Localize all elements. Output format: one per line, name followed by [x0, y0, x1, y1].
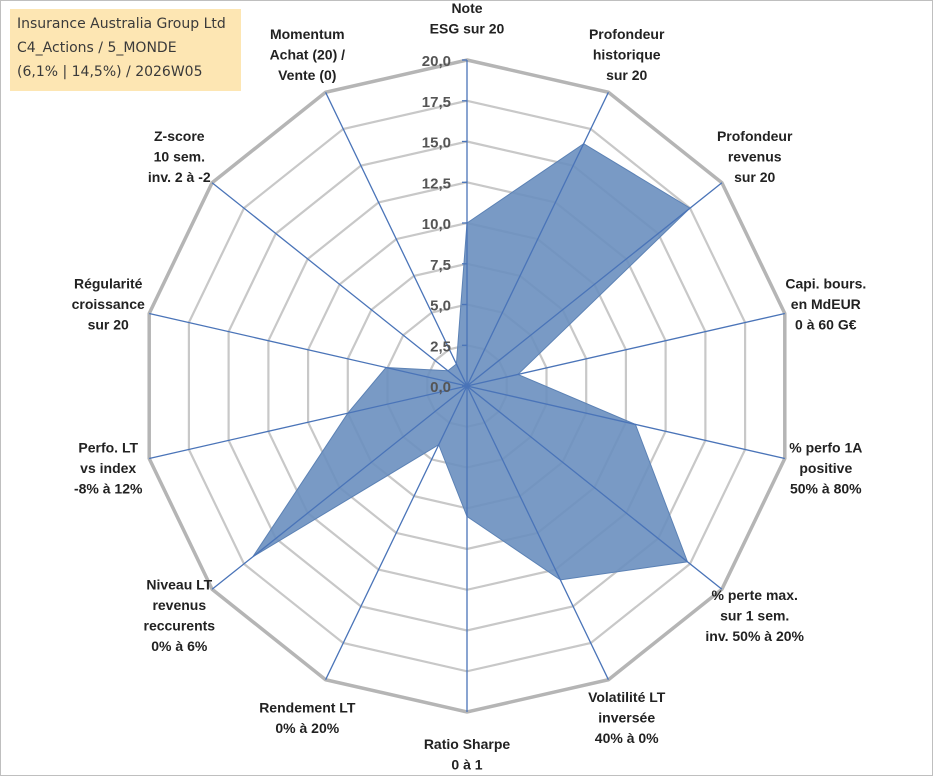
radar-tick-labels: 0,0 2,5 5,0 7,5 10,0 12,5 15,0 17,5 20,0	[422, 53, 451, 396]
axis-label-line: ESG sur 20	[430, 20, 505, 36]
axis-label-line: sur 1 sem.	[720, 607, 789, 623]
axis-label-line: vs index	[80, 460, 136, 476]
axis-label-line: Profondeur	[717, 128, 793, 144]
axis-label-line: en MdEUR	[791, 296, 861, 312]
axis-label-rendement_lt: Rendement LT 0% à 20%	[259, 699, 356, 736]
axis-line-momentum	[325, 92, 468, 387]
axis-label-line: Achat (20) /	[270, 46, 346, 62]
axis-label-line: revenus	[152, 597, 206, 613]
axis-line-volatilite_lt	[466, 385, 609, 680]
axis-label-line: Momentum	[270, 26, 345, 42]
axis-label-line: -8% à 12%	[74, 480, 143, 496]
tick-label: 7,5	[430, 257, 451, 274]
radar-axes	[149, 59, 785, 712]
axis-label-line: Rendement LT	[259, 699, 356, 715]
axis-label-line: positive	[799, 460, 852, 476]
axis-label-line: croissance	[72, 296, 145, 312]
axis-label-line: inv. 2 à -2	[148, 169, 211, 185]
axis-label-line: Vente (0)	[278, 67, 336, 83]
axis-label-momentum: Momentum Achat (20) / Vente (0)	[270, 26, 346, 83]
axis-label-line: 50% à 80%	[790, 480, 862, 496]
axis-label-line: revenus	[728, 149, 782, 165]
axis-label-capi_bours: Capi. bours. en MdEUR 0 à 60 G€	[785, 276, 866, 333]
axis-line-profondeur_revenus	[466, 182, 723, 387]
axis-label-perfo_1a: % perfo 1A positive 50% à 80%	[789, 439, 862, 496]
axis-label-line: sur 20	[88, 317, 129, 333]
axis-line-perfo_lt	[149, 385, 468, 460]
performance-period: (6,1% | 14,5%) / 2026W05	[17, 64, 203, 80]
axis-label-line: inv. 50% à 20%	[705, 628, 804, 644]
axis-label-profondeur_historique: Profondeur historique sur 20	[589, 26, 665, 83]
axis-label-line: 40% à 0%	[595, 730, 659, 746]
tick-label: 5,0	[430, 298, 451, 315]
tick-label: 20,0	[422, 53, 451, 70]
axis-label-line: reccurents	[144, 618, 216, 634]
axis-label-line: Perfo. LT	[78, 439, 138, 455]
axis-label-line: sur 20	[606, 67, 647, 83]
axis-label-line: 0 à 1	[451, 756, 482, 772]
tick-label: 2,5	[430, 338, 451, 355]
axis-line-rendement_lt	[325, 385, 468, 680]
axis-label-line: Volatilité LT	[588, 689, 666, 705]
axis-label-line: historique	[593, 46, 661, 62]
axis-label-line: 0 à 60 G€	[795, 317, 857, 333]
radar-series	[252, 143, 691, 581]
axis-line-niveau_lt_revenus	[211, 385, 468, 590]
tick-label: 10,0	[422, 216, 451, 233]
axis-label-line: 0% à 20%	[275, 720, 339, 736]
tick-label: 0,0	[430, 379, 451, 396]
security-info-box: Insurance Australia Group Ltd C4_Actions…	[10, 9, 241, 91]
axis-label-line: 10 sem.	[154, 149, 205, 165]
axis-label-note_esg: Note ESG sur 20	[430, 0, 505, 36]
axis-label-ratio_sharpe: Ratio Sharpe 0 à 1	[424, 736, 511, 773]
axis-label-regularite: Régularité croissance sur 20	[72, 276, 145, 333]
tick-label: 17,5	[422, 94, 451, 111]
axis-label-niveau_lt_revenus: Niveau LT revenus reccurents 0% à 6%	[144, 577, 216, 655]
axis-label-profondeur_revenus: Profondeur revenus sur 20	[717, 128, 793, 185]
axis-label-line: Ratio Sharpe	[424, 736, 511, 752]
axis-line-profondeur_historique	[466, 92, 609, 387]
axis-label-line: sur 20	[734, 169, 775, 185]
tick-label: 12,5	[422, 175, 451, 192]
axis-line-perte_max	[466, 385, 723, 590]
axis-label-z_score: Z-score 10 sem. inv. 2 à -2	[148, 128, 211, 185]
security-name: Insurance Australia Group Ltd	[17, 16, 226, 32]
axis-label-line: % perfo 1A	[789, 439, 862, 455]
axis-label-line: Z-score	[154, 128, 205, 144]
series-area-0	[252, 143, 691, 581]
axis-label-line: Capi. bours.	[785, 276, 866, 292]
axis-label-line: Note	[451, 0, 482, 16]
axis-line-perfo_1a	[466, 385, 785, 460]
radar-axis-labels: Note ESG sur 20 Profondeur historique sur 20…	[72, 0, 867, 772]
axis-line-capi_bours	[466, 312, 785, 387]
axis-label-perfo_lt: Perfo. LT vs index -8% à 12%	[74, 439, 143, 496]
portfolio-category: C4_Actions / 5_MONDE	[17, 40, 177, 56]
axis-line-z_score	[211, 182, 468, 387]
axis-line-regularite	[149, 312, 468, 387]
axis-label-line: Régularité	[74, 276, 143, 292]
axis-label-line: inversée	[598, 710, 655, 726]
tick-label: 15,0	[422, 135, 451, 152]
axis-label-line: Niveau LT	[146, 577, 212, 593]
axis-label-line: % perte max.	[712, 587, 798, 603]
axis-label-volatilite_lt: Volatilité LT inversée 40% à 0%	[588, 689, 666, 746]
axis-label-perte_max: % perte max. sur 1 sem. inv. 50% à 20%	[705, 587, 804, 644]
axis-label-line: 0% à 6%	[151, 638, 208, 654]
axis-label-line: Profondeur	[589, 26, 665, 42]
